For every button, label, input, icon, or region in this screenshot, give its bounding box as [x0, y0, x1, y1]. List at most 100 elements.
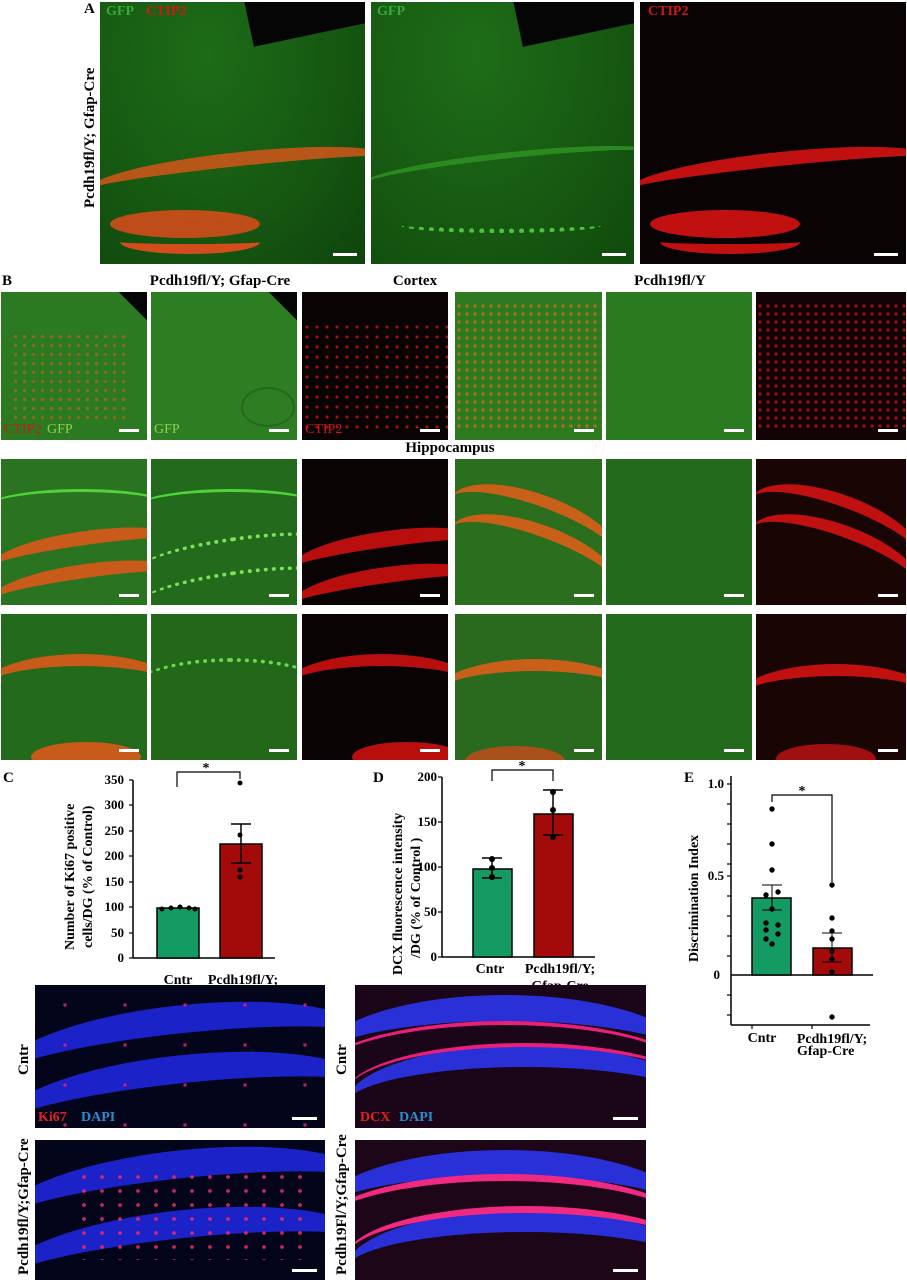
scale-bar: [420, 429, 440, 432]
ki67-cntr-image: Ki67 DAPI: [35, 985, 325, 1128]
dapi-stain-label: DAPI: [81, 1110, 116, 1125]
hippo2-ctip2-control: [756, 614, 906, 760]
panel-d-xlabel-cntr: Cntr: [476, 962, 505, 977]
panel-d-ylabel-1: DCX fluorescence intensity: [391, 813, 406, 975]
panel-c-xlabel-cntr: Cntr: [164, 973, 193, 988]
svg-text:150: 150: [418, 814, 438, 829]
dapi-stain-label-d: DAPI: [399, 1110, 434, 1125]
panel-e-significance: *: [799, 784, 806, 799]
scale-bar: [269, 594, 289, 597]
cortex-merge-cko: CTIP2 GFP: [1, 292, 147, 440]
scale-bar: [574, 749, 594, 752]
hippo1-ctip2-cko: [302, 459, 448, 605]
panel-d-img-label-cntr: Cntr: [334, 1044, 350, 1075]
hippo2-merge-control: [455, 614, 602, 760]
svg-text:100: 100: [418, 859, 438, 874]
svg-text:150: 150: [105, 874, 125, 889]
panel-d-ylabel-2: /DG (% of Control ): [409, 837, 424, 959]
cortex-merge-control: [455, 292, 602, 440]
panel-b-letter: B: [2, 273, 13, 289]
panel-a-label-gfp-only: GFP: [377, 4, 405, 19]
scale-bar: [724, 429, 744, 432]
hippo2-gfp-cko: [151, 614, 297, 760]
panel-c-significance: *: [203, 761, 210, 776]
panel-b-right-title: Pcdh19fl/Y: [634, 273, 706, 289]
cortex-ctip2-cko: CTIP2: [302, 292, 448, 440]
scale-bar: [613, 1117, 638, 1120]
hippo1-merge-cko: [1, 459, 147, 605]
scale-bar: [602, 253, 626, 256]
svg-text:50: 50: [424, 904, 437, 919]
panel-e-xlabel-cntr: Cntr: [748, 1031, 777, 1046]
cortex-label-ctip2: CTIP2: [4, 422, 42, 437]
scale-bar: [574, 429, 594, 432]
scale-bar: [874, 253, 898, 256]
scale-bar: [269, 429, 289, 432]
panel-b-hippocampus-title: Hippocampus: [405, 440, 495, 456]
cortex-label-gfp: GFP: [47, 422, 73, 437]
cortex-ctip2-control: [756, 292, 906, 440]
panel-b-center-title: Cortex: [392, 273, 438, 289]
panel-a-letter: A: [84, 1, 95, 17]
hippo2-gfp-control: [606, 614, 752, 760]
panel-c-img-label-cko: Pcdh19fl/Y;Gfap-Cre: [16, 1138, 32, 1275]
hippo2-ctip2-cko: [302, 614, 448, 760]
svg-text:350: 350: [105, 772, 125, 787]
dcx-cko-image: [355, 1140, 646, 1280]
scale-bar: [420, 594, 440, 597]
panel-c-ylabel-1: Number of Ki67 positive: [63, 804, 78, 950]
scale-bar: [292, 1117, 317, 1120]
svg-text:200: 200: [418, 769, 438, 784]
panel-e-letter: E: [684, 770, 695, 786]
scale-bar: [119, 749, 139, 752]
svg-text:0: 0: [714, 967, 721, 982]
hippo1-gfp-control: [606, 459, 752, 605]
hippo1-merge-control: [455, 459, 602, 605]
hippo1-ctip2-control: [756, 459, 906, 605]
hippo1-gfp-cko: [151, 459, 297, 605]
scale-bar: [878, 594, 898, 597]
panel-a-row-label: Pcdh19fl/Y; Gfap-Cre: [82, 67, 98, 208]
panel-a-label-ctip2: CTIP2: [146, 4, 187, 19]
scale-bar: [574, 594, 594, 597]
panel-d-chart: DCX fluorescence intensity /DG (% of Con…: [391, 760, 595, 994]
scale-bar: [292, 1269, 317, 1272]
cortex-label-ctip2-only: CTIP2: [305, 422, 343, 437]
cortex-label-gfp-only: GFP: [154, 422, 180, 437]
panel-e-chart: Discrimination Index 1.0 0.5 0 * Cntr Pc…: [687, 776, 873, 1047]
svg-text:250: 250: [105, 823, 125, 838]
panel-a-image-gfp: GFP: [371, 2, 634, 264]
panel-c-chart: Number of Ki67 positive cells/DG (% of C…: [63, 761, 278, 1005]
panel-a-label-ctip2-only: CTIP2: [648, 4, 689, 19]
panel-e-xlabel-cko-2: Gfap-Cre: [797, 1044, 855, 1059]
svg-text:200: 200: [105, 848, 125, 863]
svg-text:0: 0: [118, 950, 125, 965]
panel-c-letter: C: [3, 770, 14, 786]
scale-bar: [724, 594, 744, 597]
ki67-cko-image: [35, 1140, 325, 1280]
panel-c-xlabel-cko-1: Pcdh19fl/Y;: [208, 973, 278, 988]
panel-a-image-ctip2: CTIP2: [640, 2, 906, 264]
panel-d-img-label-cko: Pcdh19Fl/Y;Gfap-Cre: [334, 1134, 350, 1275]
scale-bar: [613, 1269, 638, 1272]
panel-d-letter: D: [373, 770, 384, 786]
scale-bar: [119, 594, 139, 597]
hippo2-merge-cko: [1, 614, 147, 760]
cortex-gfp-control: [606, 292, 752, 440]
scale-bar: [724, 749, 744, 752]
scale-bar: [878, 429, 898, 432]
svg-text:100: 100: [105, 899, 125, 914]
panel-e-ylabel: Discrimination Index: [687, 835, 702, 962]
scale-bar: [420, 749, 440, 752]
cortex-gfp-cko: GFP: [151, 292, 297, 440]
scale-bar: [269, 749, 289, 752]
panel-e-xlabel-cko-1: Pcdh19fl/Y;: [797, 1032, 867, 1047]
svg-text:0: 0: [431, 949, 438, 964]
panel-c-img-label-cntr: Cntr: [16, 1044, 32, 1075]
panel-d-xlabel-cko-1: Pcdh19fl/Y;: [525, 962, 595, 977]
dcx-stain-label: DCX: [360, 1110, 391, 1125]
scale-bar: [333, 253, 357, 256]
scale-bar: [878, 749, 898, 752]
scale-bar: [119, 429, 139, 432]
svg-text:300: 300: [105, 797, 125, 812]
